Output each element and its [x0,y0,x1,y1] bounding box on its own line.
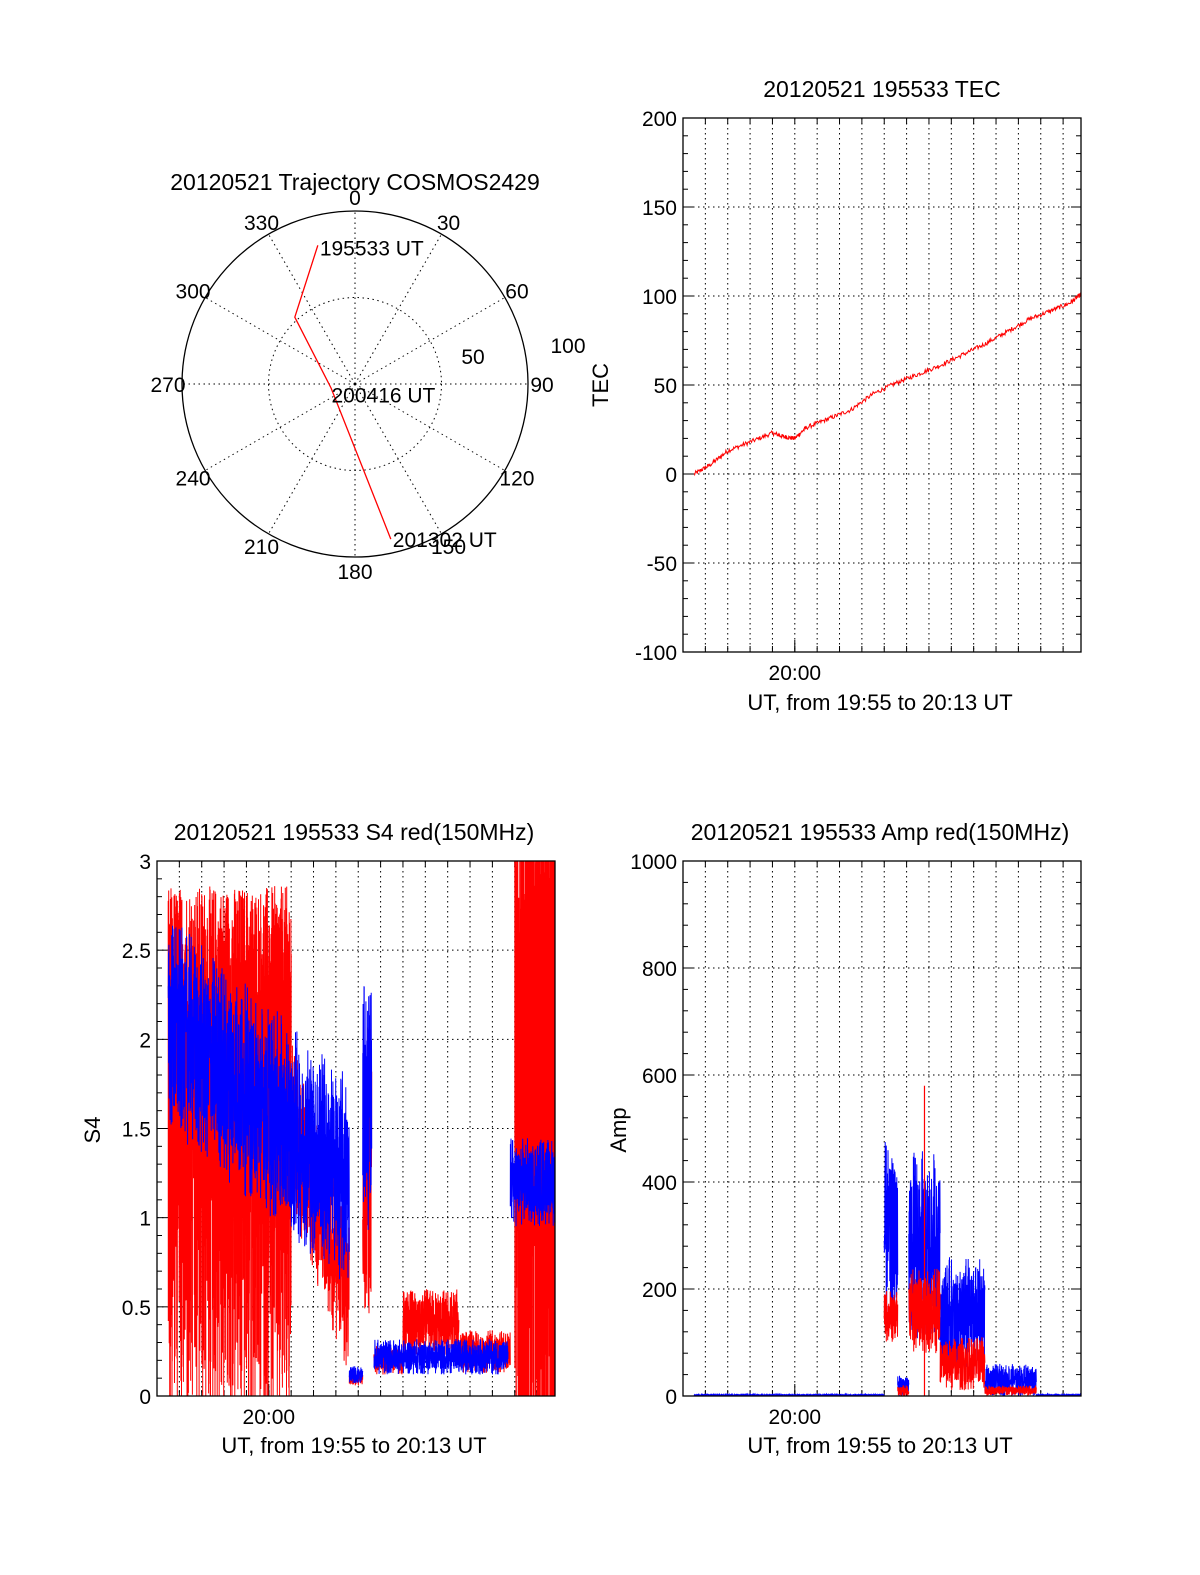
polar-angle-label-120: 120 [499,468,534,491]
y-tick-label: 2 [139,1029,151,1052]
polar-spoke-120 [354,383,506,471]
series-line [514,861,555,1396]
tec-xlabel: UT, from 19:55 to 20:13 UT [747,690,1012,715]
series-line [1035,1392,1081,1396]
y-tick-label: 100 [642,286,677,309]
y-tick-label: 400 [642,1172,677,1195]
y-tick-label: 1.5 [122,1119,151,1142]
polar-radial-label-50: 50 [461,346,484,369]
polar-spoke-150 [354,383,442,535]
polar-angle-label-0: 0 [349,187,361,210]
series-line [362,986,373,1230]
amp-ylabel: Amp [606,1107,631,1152]
s4-xlabel: UT, from 19:55 to 20:13 UT [221,1433,486,1458]
y-tick-label: 200 [642,1279,677,1302]
polar-angle-label-180: 180 [337,561,372,584]
series-line [167,925,350,1280]
series-line [693,1392,885,1396]
amp-panel: 20120521 195533 Amp red(150MHz) UT, from… [606,819,1082,1458]
polar-annotation: 201302 UT [393,529,497,552]
polar-angle-label-30: 30 [437,212,460,235]
y-tick-label: 1 [139,1208,151,1231]
polar-angle-label-60: 60 [505,281,528,304]
polar-radial-label-100: 100 [550,335,585,358]
y-tick-label: -100 [635,642,677,665]
y-tick-label: 0.5 [122,1297,151,1320]
x-tick-label: 20:00 [769,1406,822,1429]
plot-frame [682,860,1082,1397]
series-line [897,1385,910,1396]
y-tick-label: 150 [642,197,677,220]
y-tick-label: 0 [665,1386,677,1409]
plot-frame [156,860,556,1397]
series-line [402,1289,460,1360]
y-tick-label: 50 [654,375,677,398]
s4-panel: 20120521 195533 S4 red(150MHz) UT, from … [80,819,556,1458]
x-tick-label: 20:00 [769,662,822,685]
s4-title: 20120521 195533 S4 red(150MHz) [174,819,535,845]
polar-angle-label-90: 90 [530,374,553,397]
series-line [939,1257,986,1375]
series-line [897,1375,910,1396]
polar-angle-label-150: 150 [431,536,466,559]
x-tick-label: 20:00 [243,1406,296,1429]
trajectory-title: 20120521 Trajectory COSMOS2429 [170,169,539,195]
polar-spoke-30 [354,233,442,385]
plot-area [167,861,555,1396]
polar-spoke-210 [268,383,356,535]
polar-angle-label-210: 210 [244,536,279,559]
polar-spoke-330 [268,233,356,385]
plot-area [693,291,1081,477]
series-line [509,1138,555,1227]
polar-annotation: 195533 UT [320,237,424,260]
plot-area [693,1085,1081,1396]
y-tick-label: 2.5 [122,940,151,963]
amp-xlabel: UT, from 19:55 to 20:13 UT [747,1433,1012,1458]
y-tick-label: 600 [642,1065,677,1088]
plot-frame [682,117,1082,653]
polar-spoke-300 [204,297,356,385]
series-line [939,1337,986,1391]
y-tick-label: 0 [665,464,677,487]
polar-angle-label-240: 240 [176,468,211,491]
polar-annotation: 200416 UT [331,385,435,408]
polar-angle-label-270: 270 [150,374,185,397]
series-line [348,1366,364,1384]
series-line [373,1339,509,1375]
polar-spoke-240 [204,383,356,471]
series-line [883,1141,899,1327]
series-line [984,1385,1037,1396]
y-tick-label: 800 [642,958,677,981]
y-tick-label: 1000 [630,851,677,874]
tec-ylabel: TEC [588,363,613,407]
polar-angle-label-300: 300 [176,281,211,304]
tec-title: 20120521 195533 TEC [763,76,1000,102]
y-tick-label: -50 [647,553,677,576]
y-tick-label: 3 [139,851,151,874]
trajectory-polar-panel: 20120521 Trajectory COSMOS2429 0 30 60 90 12… [150,169,585,584]
series-line [693,291,1081,477]
tec-panel: 20120521 195533 TEC UT, from 19:55 to 20… [588,76,1082,715]
polar-outer-circle [181,210,529,558]
amp-title: 20120521 195533 Amp red(150MHz) [691,819,1069,845]
polar-trajectory-line [294,245,392,540]
y-tick-label: 200 [642,108,677,131]
polar-spoke-60 [354,297,506,385]
polar-angle-label-330: 330 [244,212,279,235]
s4-ylabel: S4 [80,1117,105,1144]
y-tick-label: 0 [139,1386,151,1409]
series-line [883,1291,899,1342]
